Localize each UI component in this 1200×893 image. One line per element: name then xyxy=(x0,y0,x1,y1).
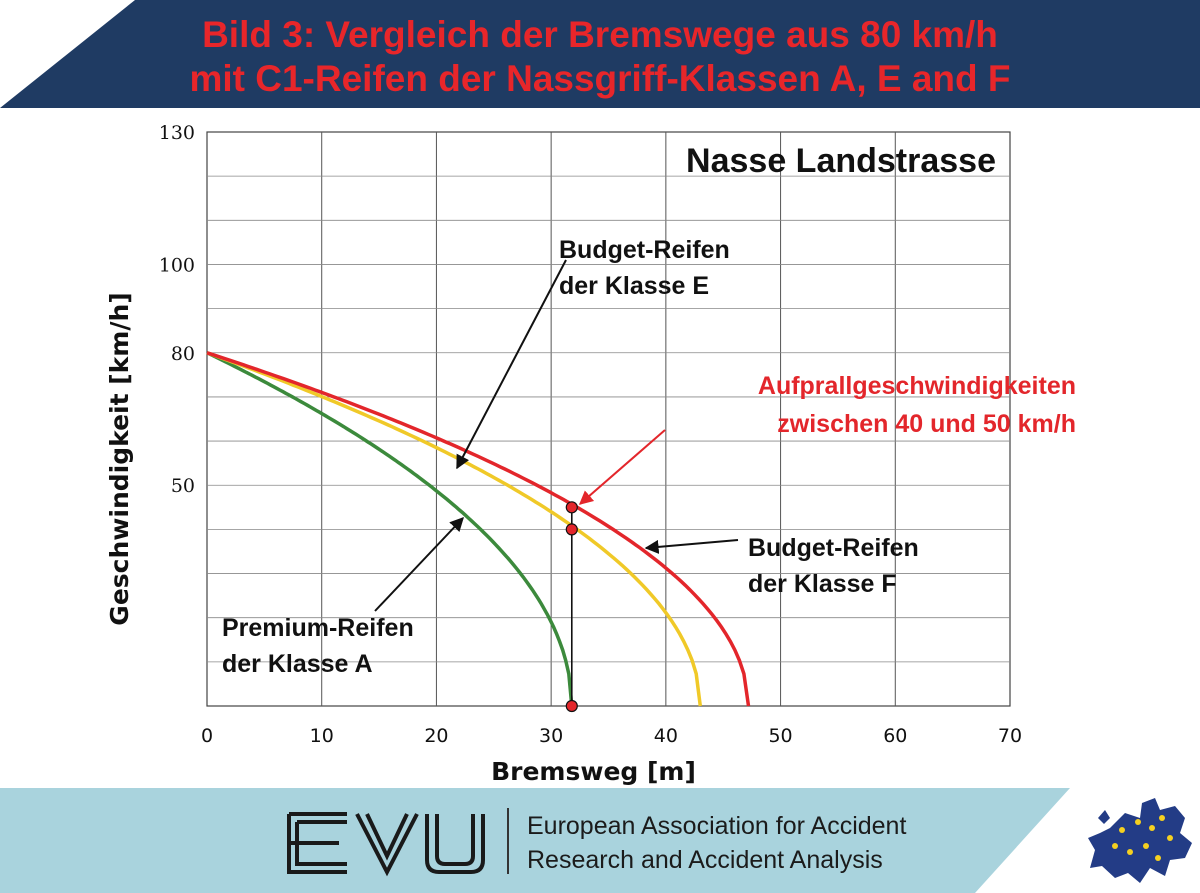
chart-svg: 0 10 20 30 40 50 60 70 50 80 100 130 Bremsweg [m] Ges… xyxy=(105,122,1076,786)
x-tick-label: 60 xyxy=(883,725,907,747)
annotation-class-f-line-1: Budget-Reifen xyxy=(748,534,919,562)
x-tick-label: 20 xyxy=(424,725,448,747)
annotation-class-e-line-2: der Klasse E xyxy=(559,272,709,300)
footer-org-line-1: European Association for Accident xyxy=(527,812,907,840)
annotation-impact-line-2: zwischen 40 und 50 km/h xyxy=(777,410,1076,438)
annotation-class-f-line-2: der Klasse F xyxy=(748,570,897,598)
impact-point-1 xyxy=(565,523,578,536)
y-tick-label: 50 xyxy=(171,475,195,497)
x-tick-label: 0 xyxy=(201,725,213,747)
x-tick-label: 70 xyxy=(998,725,1022,747)
x-axis-label: Bremsweg [m] xyxy=(491,757,696,786)
annotation-class-a-line-2: der Klasse A xyxy=(222,650,373,678)
arrow-class-e xyxy=(456,259,567,470)
impact-point-0 xyxy=(565,699,578,713)
x-tick-label: 10 xyxy=(310,725,334,747)
y-tick-label: 100 xyxy=(159,254,195,276)
chart-title: Nasse Landstrasse xyxy=(686,142,996,180)
impact-point-2 xyxy=(565,501,578,514)
footer: European Association for Accident Resear… xyxy=(0,788,1200,893)
annotation-class-e-line-1: Budget-Reifen xyxy=(559,236,730,264)
banner-background xyxy=(0,0,1200,108)
y-tick-label: 130 xyxy=(159,122,195,144)
evu-logo xyxy=(287,812,485,877)
x-tick-label: 40 xyxy=(654,725,678,747)
annotation-impact-line-1: Aufprallgeschwindigkeiten xyxy=(758,372,1076,400)
arrow-impact xyxy=(578,429,666,505)
footer-background xyxy=(0,788,1070,893)
plot-area xyxy=(206,131,1011,707)
banner-title-line-2: mit C1-Reifen der Nassgriff-Klassen A, E… xyxy=(189,58,1011,99)
europe-map-icon xyxy=(1080,788,1200,893)
x-tick-label: 30 xyxy=(539,725,563,747)
y-axis-label: Geschwindigkeit [km/h] xyxy=(105,292,134,625)
banner-title-line-1: Bild 3: Vergleich der Bremswege aus 80 k… xyxy=(202,14,998,55)
series-line-0 xyxy=(206,351,574,707)
title-banner: Bild 3: Vergleich der Bremswege aus 80 k… xyxy=(0,0,1200,108)
series-line-2 xyxy=(206,351,751,707)
annotation-class-a-line-1: Premium-Reifen xyxy=(222,614,414,642)
y-tick-label: 80 xyxy=(171,343,195,365)
x-tick-label: 50 xyxy=(768,725,792,747)
arrow-class-f xyxy=(644,539,739,554)
braking-distance-chart: 0 10 20 30 40 50 60 70 50 80 100 130 Bremsweg [m] Ges… xyxy=(0,108,1200,788)
arrow-class-a xyxy=(374,516,464,612)
footer-org-line-2: Research and Accident Analysis xyxy=(527,846,883,874)
series-line-1 xyxy=(206,351,703,707)
